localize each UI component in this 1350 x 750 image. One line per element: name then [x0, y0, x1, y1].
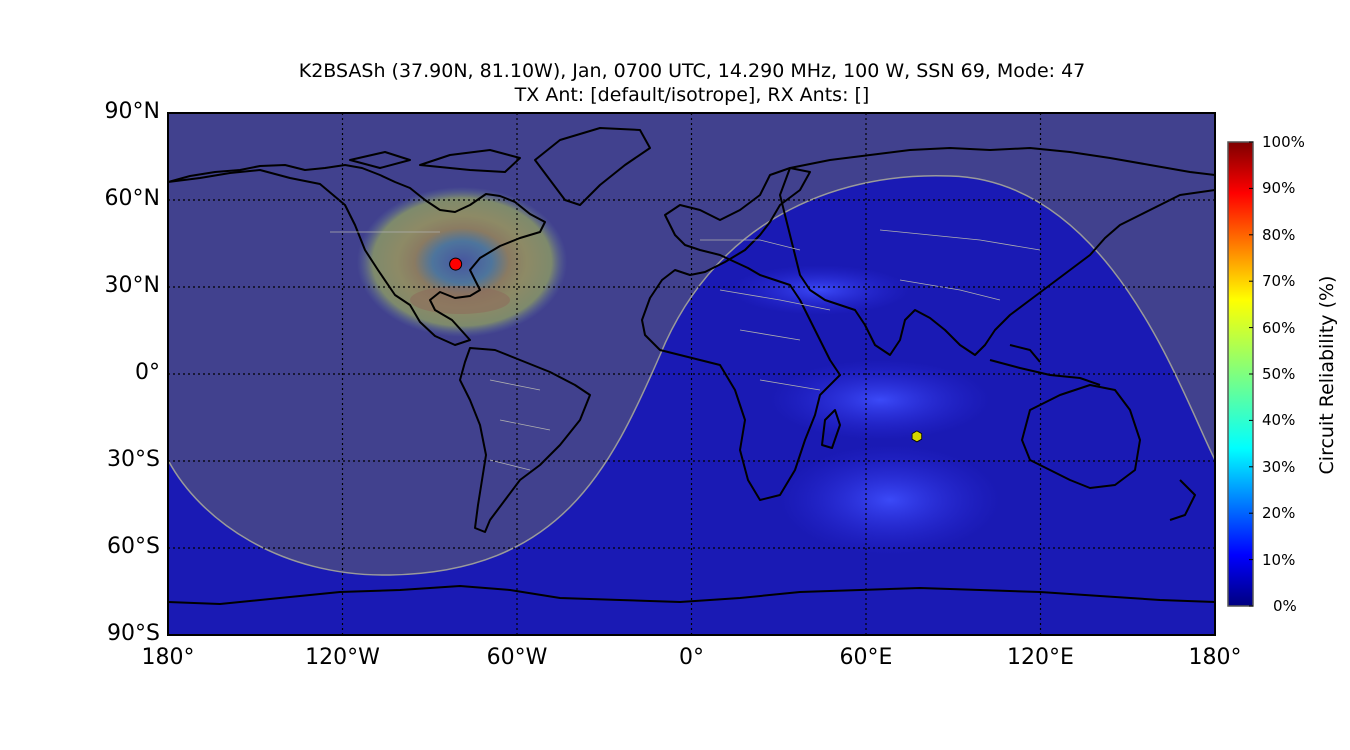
colorbar-tick-label: 30%	[1262, 457, 1296, 476]
latitude-label: 60°S	[107, 534, 160, 559]
new-zealand-coast	[1169, 479, 1196, 521]
longitude-label: 120°W	[305, 645, 380, 670]
australia-coast	[1021, 384, 1141, 489]
south-america-coast	[459, 347, 591, 533]
indonesia-coast	[989, 344, 1101, 386]
colorbar-tick-label: 10%	[1262, 550, 1296, 569]
colorbar-ticks	[1249, 141, 1253, 607]
longitude-label: 60°W	[486, 645, 548, 670]
latitude-label: 90°N	[104, 99, 160, 124]
north-america-coast	[168, 164, 546, 346]
asia-coast	[779, 147, 1215, 356]
colorbar-tick-label: 20%	[1262, 504, 1296, 523]
colorbar-tick-label: 40%	[1262, 411, 1296, 430]
ionospheric-glow	[780, 445, 1000, 555]
colorbar-tick-label: 60%	[1262, 318, 1296, 337]
graticule	[168, 113, 1215, 635]
colorbar-title: Circuit Reliability (%)	[1316, 275, 1338, 475]
night-shading	[168, 113, 1215, 576]
latitude-label: 30°S	[107, 447, 160, 472]
latitude-label: 90°S	[107, 621, 160, 646]
terminator-line	[168, 174, 1215, 576]
arctic-islands-coast	[349, 149, 521, 173]
longitude-label: 180°	[141, 645, 195, 670]
colorbar-tick-label: 80%	[1262, 225, 1296, 244]
greenland-coast	[534, 127, 651, 206]
map-frame	[167, 112, 1216, 636]
country-borders	[330, 229, 1041, 471]
ionospheric-glow	[730, 265, 910, 315]
europe-africa-coast	[641, 167, 841, 501]
longitude-label: 180°	[1188, 645, 1242, 670]
ionospheric-glow	[770, 360, 990, 440]
plot-title-line-2: TX Ant: [default/isotrope], RX Ants: []	[514, 84, 870, 106]
latitude-label: 60°N	[104, 186, 160, 211]
latitude-label: 0°	[135, 360, 160, 385]
colorbar-tick-label: 0%	[1273, 597, 1297, 615]
antarctica-coast	[168, 585, 1215, 605]
coastlines	[168, 127, 1215, 605]
border	[330, 229, 1041, 471]
plot-title-line-1: K2BSASh (37.90N, 81.10W), Jan, 0700 UTC,…	[298, 60, 1086, 82]
colorbar	[1227, 141, 1254, 607]
longitude-label: 60°E	[839, 645, 893, 670]
colorbar-tick-label: 100%	[1262, 133, 1305, 151]
latitude-label: 30°N	[104, 273, 160, 298]
map-area	[168, 113, 1215, 635]
longitude-label: 0°	[679, 645, 704, 670]
colorbar-tick-label: 50%	[1262, 365, 1296, 383]
madagascar-coast	[821, 409, 841, 449]
longitude-label: 120°E	[1007, 645, 1074, 670]
subsolar-point-marker	[911, 430, 923, 443]
transmitter-marker	[449, 257, 463, 271]
colorbar-tick-label: 90%	[1262, 179, 1296, 198]
colorbar-tick-label: 70%	[1262, 272, 1296, 291]
